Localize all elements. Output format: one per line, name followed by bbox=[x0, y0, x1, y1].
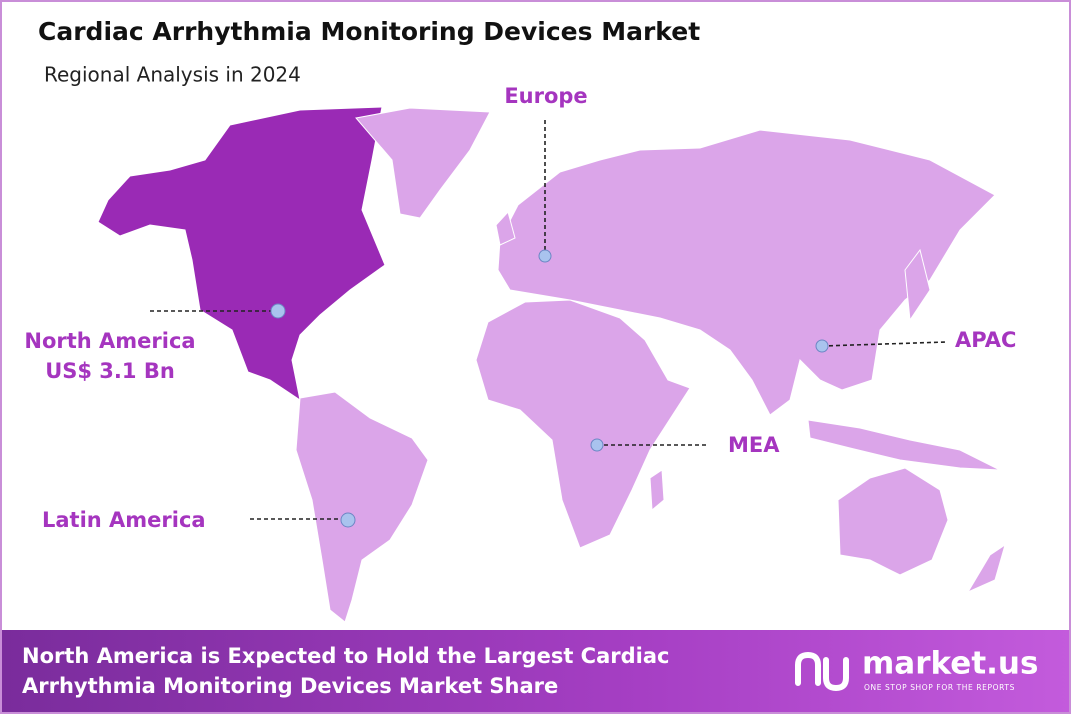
africa-shape bbox=[475, 299, 691, 549]
greenland-shape bbox=[355, 107, 491, 219]
north-america-shape bbox=[97, 106, 386, 402]
australia-shape bbox=[837, 467, 949, 576]
marker bbox=[538, 249, 552, 263]
region-label: North America bbox=[24, 329, 195, 353]
footer-band bbox=[2, 630, 1069, 712]
marker bbox=[590, 438, 604, 452]
indonesia-shape bbox=[807, 419, 1001, 471]
marker bbox=[270, 303, 286, 319]
marker bbox=[340, 512, 356, 528]
footer-text: Arrhythmia Monitoring Devices Market Sha… bbox=[22, 674, 558, 698]
region-label: Latin America bbox=[42, 508, 206, 532]
region-label: Europe bbox=[504, 84, 587, 108]
region-value: US$ 3.1 Bn bbox=[45, 359, 175, 383]
title: Cardiac Arrhythmia Monitoring Devices Ma… bbox=[38, 17, 700, 46]
world-map bbox=[97, 106, 1006, 623]
new-zealand-shape bbox=[966, 543, 1006, 594]
madagascar-shape bbox=[649, 469, 665, 512]
logo-tagline: ONE STOP SHOP FOR THE REPORTS bbox=[864, 683, 1015, 692]
region-label: MEA bbox=[728, 433, 780, 457]
marker bbox=[815, 339, 829, 353]
logo-icon bbox=[795, 651, 849, 692]
subtitle: Regional Analysis in 2024 bbox=[44, 63, 301, 87]
japan-shape bbox=[904, 248, 931, 322]
eurasia-shape bbox=[497, 129, 996, 416]
region-markers bbox=[150, 120, 947, 528]
britain-shape bbox=[495, 210, 516, 246]
logo-name: market.us bbox=[862, 646, 1038, 682]
region-label: APAC bbox=[955, 328, 1016, 352]
south-america-shape bbox=[295, 391, 429, 623]
footer-text: North America is Expected to Hold the La… bbox=[22, 644, 669, 668]
